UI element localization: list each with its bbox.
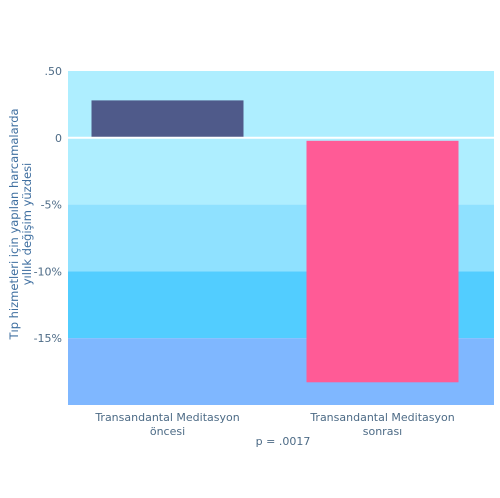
x-category-line-0-1: öncesi: [150, 425, 185, 438]
x-axis-categories: Transandantal Meditasyon öncesiTransandan…: [94, 411, 454, 438]
y-tick-label-1: 0: [55, 132, 62, 145]
y-axis-title-line-0: Tıp hizmetleri için yapılan harcamalarda: [7, 108, 21, 340]
x-category-line-0-0: Transandantal Meditasyon: [94, 411, 239, 424]
y-axis-title-line-1: yıllık değişim yüzdesi: [20, 163, 34, 286]
bars: [91, 100, 459, 383]
bar-0: [91, 100, 244, 138]
x-category-line-1-1: sonrası: [363, 425, 402, 438]
x-category-label-0: Transandantal Meditasyon öncesi: [94, 411, 239, 438]
bar-1: [306, 140, 459, 383]
y-tick-label-2: -5%: [41, 199, 62, 212]
p-value-annotation: p = .0017: [256, 435, 311, 448]
y-tick-label-0: .50: [45, 65, 63, 78]
y-axis-ticks: .50 0 -5% -10% -15%: [34, 65, 62, 345]
x-category-label-1: Transandantal Meditasyon sonrası: [309, 411, 454, 438]
y-tick-label-3: -10%: [34, 265, 62, 278]
y-tick-label-4: -15%: [34, 332, 62, 345]
y-axis-title: Tıp hizmetleri için yapılan harcamalarda…: [7, 108, 34, 340]
x-category-line-1-0: Transandantal Meditasyon: [309, 411, 454, 424]
